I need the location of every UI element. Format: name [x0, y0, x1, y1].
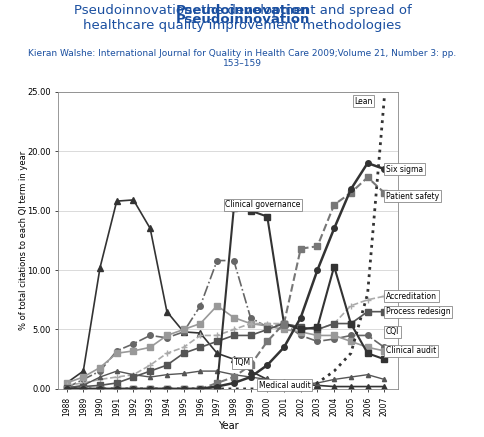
Text: Medical audit: Medical audit — [258, 381, 310, 390]
Text: Clinical governance: Clinical governance — [225, 200, 300, 209]
Text: Accreditation: Accreditation — [385, 292, 436, 301]
Text: CQI: CQI — [385, 327, 398, 336]
Text: Patient safety: Patient safety — [385, 192, 438, 201]
Text: Six sigma: Six sigma — [385, 165, 422, 173]
Text: Process redesign: Process redesign — [385, 307, 450, 316]
Y-axis label: % of total citations to each QI term in year: % of total citations to each QI term in … — [18, 151, 28, 330]
Text: Clinical audit: Clinical audit — [385, 347, 435, 355]
Text: Pseudoinnovation: Pseudoinnovation — [175, 13, 309, 26]
Text: Lean: Lean — [353, 97, 372, 106]
Text: Kieran Walshe: International Journal for Quality in Health Care 2009;Volume 21, : Kieran Walshe: International Journal for… — [29, 49, 455, 68]
Text: TQM: TQM — [233, 358, 250, 367]
Text: Pseudoinnovation: the development and spread of
healthcare quality improvement m: Pseudoinnovation: the development and sp… — [74, 4, 410, 32]
X-axis label: Year: Year — [217, 422, 238, 431]
Text: Pseudoinnovation: Pseudoinnovation — [175, 4, 309, 17]
